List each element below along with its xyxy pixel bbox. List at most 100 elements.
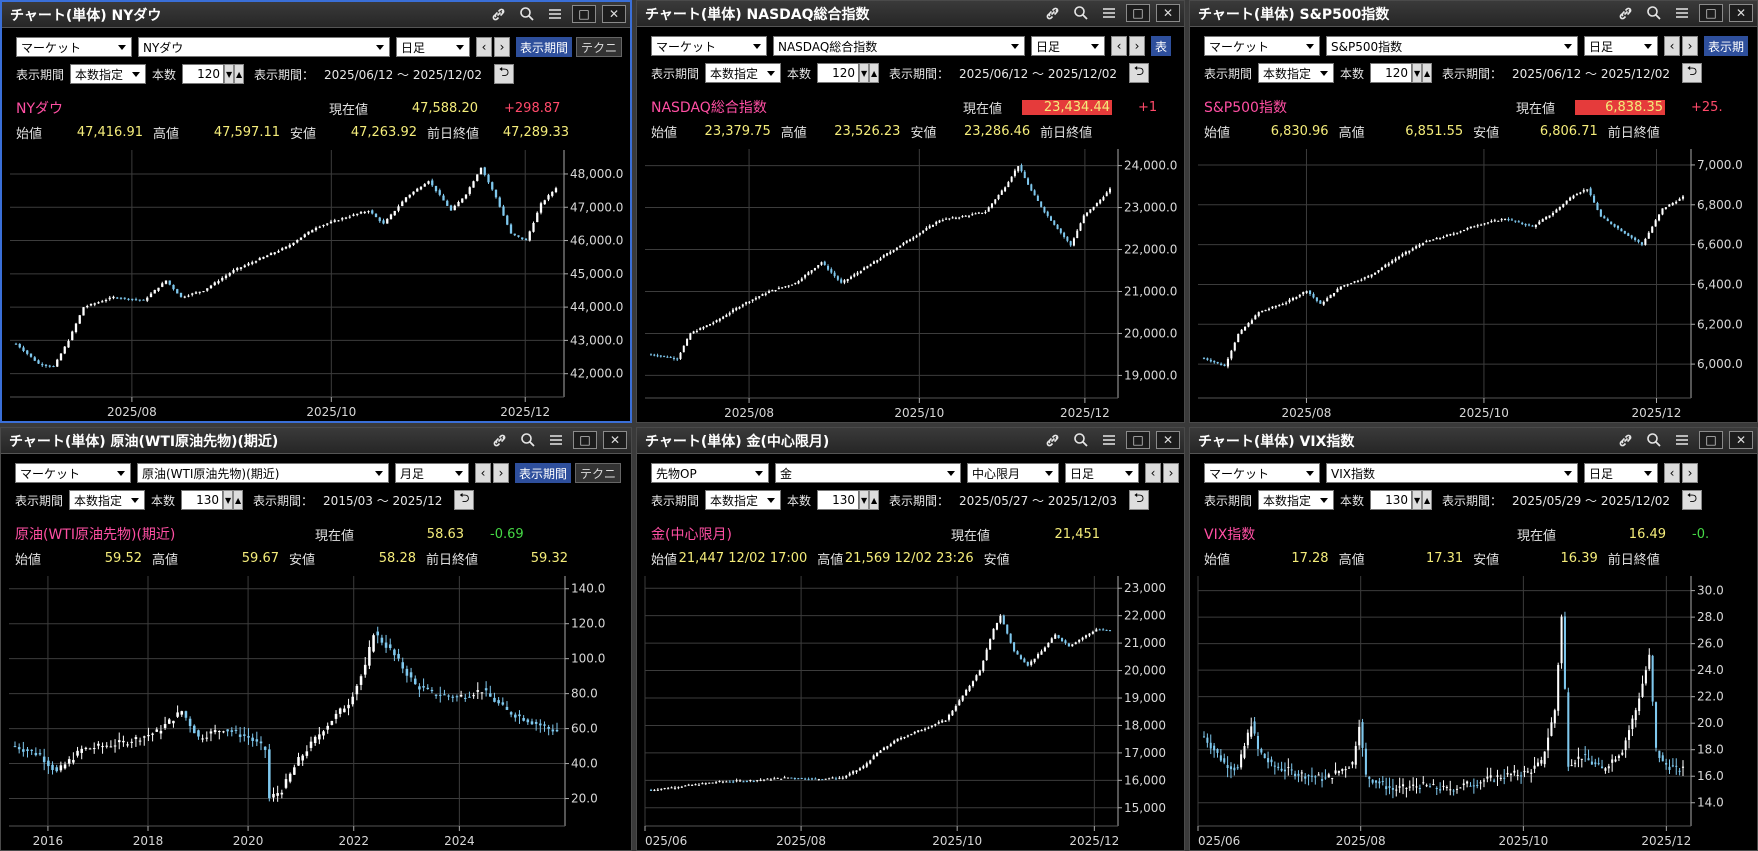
menu-icon[interactable] (544, 4, 566, 24)
link-icon[interactable] (488, 4, 510, 24)
maximize-button[interactable]: □ (1699, 431, 1723, 449)
show-range-button[interactable]: 表示期 (1704, 36, 1749, 56)
count-up-button[interactable]: ▲ (1422, 490, 1433, 510)
chart-area[interactable]: 7,000.0 6,800.0 6,600.0 6,400.0 6,200.0 6,000… (1190, 145, 1757, 422)
period-select[interactable]: 日足 (1031, 36, 1105, 56)
count-up-button[interactable]: ▲ (234, 64, 245, 84)
contract-select[interactable]: 中心限月 (967, 463, 1059, 483)
next-button[interactable]: › (493, 463, 509, 483)
count-up-button[interactable]: ▲ (869, 490, 880, 510)
search-icon[interactable] (1643, 430, 1665, 450)
chart-area[interactable]: 48,000.0 47,000.0 46,000.0 45,000.0 44,000.0… (2, 146, 630, 421)
count-down-button[interactable]: ▼ (223, 490, 234, 510)
chart-area[interactable]: 140.0 120.0 100.0 80.0 60.0 40.0 20.0 2016 2018 2… (1, 572, 631, 850)
range-mode-select[interactable]: 本数指定 (705, 63, 782, 83)
symbol-select[interactable]: 原油(WTI原油先物)(期近) (137, 463, 389, 483)
next-button[interactable]: › (1129, 36, 1145, 56)
link-icon[interactable] (489, 430, 511, 450)
prev-button[interactable]: ‹ (1664, 36, 1680, 56)
close-button[interactable]: ✕ (1156, 431, 1180, 449)
refresh-icon[interactable]: ⮌ (1129, 490, 1150, 510)
prev-button[interactable]: ‹ (1111, 36, 1127, 56)
panel-titlebar[interactable]: チャート(単体) S&P500指数 □ ✕ (1190, 1, 1757, 27)
count-input[interactable]: 130 (1370, 490, 1413, 510)
close-button[interactable]: ✕ (1729, 431, 1753, 449)
link-icon[interactable] (1615, 3, 1637, 23)
period-select[interactable]: 日足 (1065, 463, 1139, 483)
market-select[interactable]: マーケット (16, 37, 132, 57)
panel-titlebar[interactable]: チャート(単体) NYダウ □ ✕ (2, 2, 630, 28)
technical-button[interactable]: テクニ (575, 463, 622, 483)
next-button[interactable]: › (1682, 463, 1698, 483)
count-down-button[interactable]: ▼ (224, 64, 235, 84)
symbol-select[interactable]: NASDAQ総合指数 (773, 36, 1025, 56)
link-icon[interactable] (1615, 430, 1637, 450)
chart-area[interactable]: 24,000.0 23,000.0 22,000.0 21,000.0 20,000.0… (637, 145, 1184, 422)
panel-titlebar[interactable]: チャート(単体) NASDAQ総合指数 □ ✕ (637, 1, 1184, 27)
menu-icon[interactable] (545, 430, 567, 450)
search-icon[interactable] (517, 430, 539, 450)
market-select[interactable]: マーケット (1204, 36, 1320, 56)
count-up-button[interactable]: ▲ (869, 63, 880, 83)
count-down-button[interactable]: ▼ (859, 63, 870, 83)
technical-button[interactable]: テクニ (576, 37, 623, 57)
search-icon[interactable] (1070, 3, 1092, 23)
maximize-button[interactable]: □ (573, 431, 597, 449)
maximize-button[interactable]: □ (1699, 4, 1723, 22)
next-button[interactable]: › (1682, 36, 1698, 56)
symbol-select[interactable]: 金 (775, 463, 961, 483)
menu-icon[interactable] (1098, 3, 1120, 23)
prev-button[interactable]: ‹ (1145, 463, 1161, 483)
count-input[interactable]: 120 (182, 64, 225, 84)
panel-titlebar[interactable]: チャート(単体) VIX指数 □ ✕ (1190, 428, 1757, 454)
prev-button[interactable]: ‹ (1664, 463, 1680, 483)
refresh-icon[interactable]: ⮌ (494, 64, 515, 84)
market-select[interactable]: マーケット (651, 36, 767, 56)
panel-titlebar[interactable]: チャート(単体) 原油(WTI原油先物)(期近) □ ✕ (1, 428, 631, 454)
count-down-button[interactable]: ▼ (1412, 490, 1423, 510)
period-select[interactable]: 日足 (1584, 36, 1658, 56)
next-button[interactable]: › (1163, 463, 1179, 483)
refresh-icon[interactable]: ⮌ (1682, 63, 1703, 83)
panel-titlebar[interactable]: チャート(単体) 金(中心限月) □ ✕ (637, 428, 1184, 454)
symbol-select[interactable]: S&P500指数 (1326, 36, 1578, 56)
menu-icon[interactable] (1098, 430, 1120, 450)
menu-icon[interactable] (1671, 430, 1693, 450)
chart-area[interactable]: 30.0 28.0 26.0 24.0 22.0 20.0 18.0 16.0 14.0 025/… (1190, 572, 1757, 850)
prev-button[interactable]: ‹ (475, 463, 491, 483)
search-icon[interactable] (1070, 430, 1092, 450)
period-select[interactable]: 日足 (396, 37, 470, 57)
refresh-icon[interactable]: ⮌ (1129, 63, 1150, 83)
count-down-button[interactable]: ▼ (859, 490, 870, 510)
close-button[interactable]: ✕ (1729, 4, 1753, 22)
menu-icon[interactable] (1671, 3, 1693, 23)
search-icon[interactable] (516, 4, 538, 24)
link-icon[interactable] (1042, 430, 1064, 450)
close-button[interactable]: ✕ (603, 431, 627, 449)
close-button[interactable]: ✕ (1156, 4, 1180, 22)
market-select[interactable]: 先物OP (651, 463, 769, 483)
next-button[interactable]: › (494, 37, 510, 57)
count-input[interactable]: 130 (181, 490, 224, 510)
refresh-icon[interactable]: ⮌ (454, 490, 475, 510)
close-button[interactable]: ✕ (602, 5, 626, 23)
count-up-button[interactable]: ▲ (1422, 63, 1433, 83)
count-up-button[interactable]: ▲ (233, 490, 244, 510)
period-select[interactable]: 月足 (395, 463, 469, 483)
market-select[interactable]: マーケット (15, 463, 131, 483)
maximize-button[interactable]: □ (1126, 431, 1150, 449)
search-icon[interactable] (1643, 3, 1665, 23)
range-mode-select[interactable]: 本数指定 (69, 490, 146, 510)
symbol-select[interactable]: VIX指数 (1326, 463, 1578, 483)
period-select[interactable]: 日足 (1584, 463, 1658, 483)
maximize-button[interactable]: □ (1126, 4, 1150, 22)
prev-button[interactable]: ‹ (476, 37, 492, 57)
show-range-button[interactable]: 表 (1151, 36, 1172, 56)
refresh-icon[interactable]: ⮌ (1682, 490, 1703, 510)
count-input[interactable]: 120 (1370, 63, 1413, 83)
range-mode-select[interactable]: 本数指定 (1258, 63, 1335, 83)
count-input[interactable]: 130 (817, 490, 860, 510)
symbol-select[interactable]: NYダウ (138, 37, 390, 57)
range-mode-select[interactable]: 本数指定 (705, 490, 782, 510)
count-input[interactable]: 120 (817, 63, 860, 83)
